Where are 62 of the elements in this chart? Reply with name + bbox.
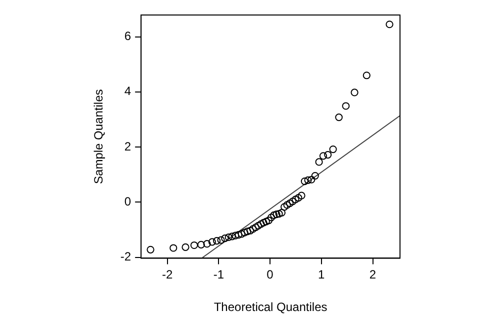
point bbox=[311, 172, 319, 180]
point bbox=[212, 237, 221, 245]
point bbox=[203, 240, 211, 248]
y-tick-label: 6 bbox=[124, 29, 132, 44]
point bbox=[280, 203, 288, 211]
y-tick-label: -2 bbox=[120, 250, 132, 264]
point bbox=[170, 244, 178, 252]
point bbox=[308, 176, 316, 184]
point bbox=[221, 234, 229, 242]
x-tick-label: -1 bbox=[213, 268, 224, 282]
point bbox=[197, 240, 205, 248]
y-axis-title: Sample Quantiles bbox=[92, 89, 106, 184]
point bbox=[234, 230, 242, 239]
point bbox=[275, 210, 283, 218]
point bbox=[294, 194, 302, 202]
point bbox=[270, 211, 278, 219]
point bbox=[298, 192, 306, 200]
point bbox=[252, 224, 260, 232]
point bbox=[254, 222, 262, 230]
point bbox=[260, 218, 268, 226]
point bbox=[264, 216, 273, 224]
point bbox=[217, 236, 225, 244]
point bbox=[262, 218, 270, 226]
point bbox=[288, 198, 296, 206]
point bbox=[315, 158, 323, 166]
point bbox=[190, 241, 198, 250]
point bbox=[304, 176, 312, 184]
point bbox=[249, 225, 257, 233]
point bbox=[286, 200, 294, 208]
x-tick-label: 2 bbox=[369, 268, 376, 282]
point bbox=[238, 230, 246, 238]
point bbox=[228, 232, 236, 240]
y-tick-label: 0 bbox=[124, 194, 132, 209]
x-tick-label: 0 bbox=[266, 268, 274, 282]
point bbox=[240, 228, 248, 236]
point bbox=[342, 102, 350, 110]
point bbox=[283, 201, 291, 209]
point bbox=[329, 145, 337, 154]
point bbox=[362, 72, 370, 80]
point bbox=[232, 232, 240, 240]
point bbox=[257, 220, 265, 228]
point bbox=[335, 114, 343, 122]
point bbox=[246, 226, 254, 234]
point bbox=[244, 228, 252, 236]
point bbox=[224, 233, 232, 242]
point bbox=[146, 246, 154, 254]
point bbox=[182, 243, 190, 251]
point bbox=[292, 196, 300, 204]
y-tick-label: 4 bbox=[124, 84, 132, 98]
point bbox=[300, 177, 308, 186]
point bbox=[268, 214, 276, 222]
x-tick-label: 1 bbox=[318, 268, 326, 282]
point bbox=[278, 208, 286, 217]
point bbox=[350, 88, 358, 96]
point bbox=[272, 210, 280, 218]
point bbox=[386, 20, 394, 28]
point bbox=[319, 152, 328, 160]
x-tick-label: -2 bbox=[162, 268, 173, 282]
point bbox=[208, 238, 216, 246]
y-tick-label: 2 bbox=[124, 139, 132, 154]
point bbox=[324, 151, 332, 159]
x-axis-title: Theoretical Quantiles bbox=[214, 300, 328, 314]
